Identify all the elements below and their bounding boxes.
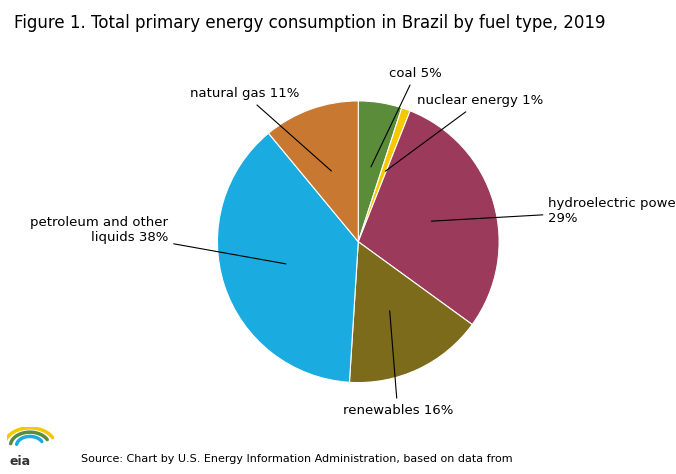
Text: petroleum and other
liquids 38%: petroleum and other liquids 38% bbox=[30, 217, 286, 264]
Wedge shape bbox=[358, 101, 402, 242]
Text: natural gas 11%: natural gas 11% bbox=[190, 87, 331, 171]
Wedge shape bbox=[358, 108, 410, 242]
Wedge shape bbox=[358, 111, 499, 325]
Text: Source: Chart by U.S. Energy Information Administration, based on data from: Source: Chart by U.S. Energy Information… bbox=[81, 454, 516, 464]
Wedge shape bbox=[268, 101, 358, 242]
Text: coal 5%: coal 5% bbox=[371, 67, 442, 167]
Text: eia: eia bbox=[9, 456, 31, 468]
Wedge shape bbox=[218, 133, 358, 383]
Wedge shape bbox=[349, 242, 473, 383]
Text: hydroelectric power
29%: hydroelectric power 29% bbox=[431, 197, 676, 225]
Text: renewables 16%: renewables 16% bbox=[343, 311, 453, 417]
Text: nuclear energy 1%: nuclear energy 1% bbox=[385, 94, 544, 171]
Text: Figure 1. Total primary energy consumption in Brazil by fuel type, 2019: Figure 1. Total primary energy consumpti… bbox=[14, 14, 605, 32]
